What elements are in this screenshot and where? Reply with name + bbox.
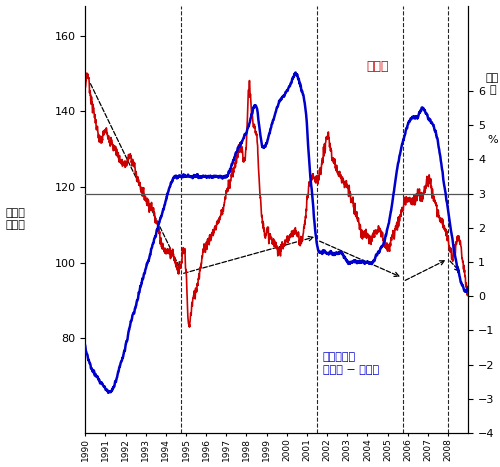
Text: ドル円: ドル円 — [366, 60, 389, 73]
Y-axis label: ドル円
（円）: ドル円 （円） — [6, 208, 25, 230]
Text: %: % — [487, 135, 498, 145]
Text: 金利
差: 金利 差 — [486, 73, 499, 95]
Text: 政策金利差
（米国 − 日本）: 政策金利差 （米国 − 日本） — [322, 352, 379, 375]
